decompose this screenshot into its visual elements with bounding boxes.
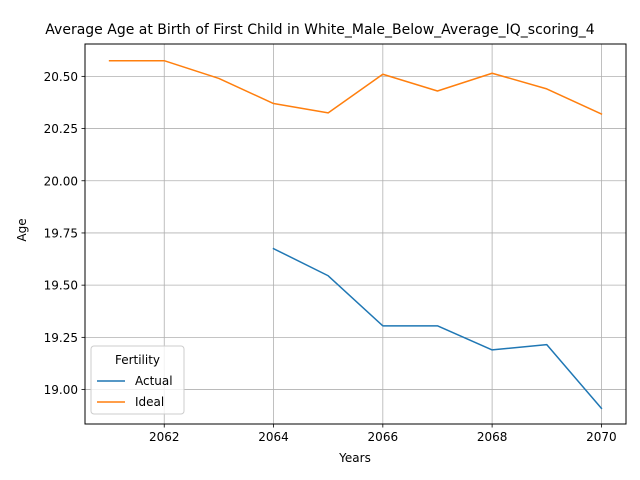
series-lines — [108, 59, 603, 410]
series-line-actual — [272, 247, 603, 410]
grid — [85, 44, 626, 424]
y-tick-label: 19.50 — [44, 279, 78, 293]
legend-label-actual: Actual — [135, 374, 173, 388]
legend-box — [90, 345, 185, 415]
x-axis-ticks: 2062 2064 2066 2068 2070 — [149, 424, 617, 444]
x-tick-label: 2068 — [477, 430, 508, 444]
chart-title: Average Age at Birth of First Child in W… — [45, 22, 594, 38]
x-tick-label: 2064 — [258, 430, 289, 444]
series-line-ideal — [108, 59, 603, 115]
x-tick-label: 2070 — [586, 430, 617, 444]
legend: Fertility Actual Ideal — [90, 345, 185, 415]
y-tick-label: 20.25 — [44, 122, 78, 136]
x-tick-label: 2066 — [368, 430, 399, 444]
x-tick-label: 2062 — [149, 430, 180, 444]
plot-frame — [84, 43, 627, 425]
y-axis-label: Age — [15, 218, 29, 241]
y-tick-label: 19.00 — [44, 383, 78, 397]
legend-label-ideal: Ideal — [135, 395, 164, 409]
y-tick-label: 19.75 — [44, 226, 78, 240]
y-tick-label: 20.50 — [44, 70, 78, 84]
x-axis-label: Years — [338, 451, 371, 465]
y-axis-ticks: 19.00 19.25 19.50 19.75 20.00 20.25 20.50 — [44, 70, 85, 397]
y-tick-label: 20.00 — [44, 174, 78, 188]
y-tick-label: 19.25 — [44, 331, 78, 345]
legend-title: Fertility — [115, 353, 160, 367]
